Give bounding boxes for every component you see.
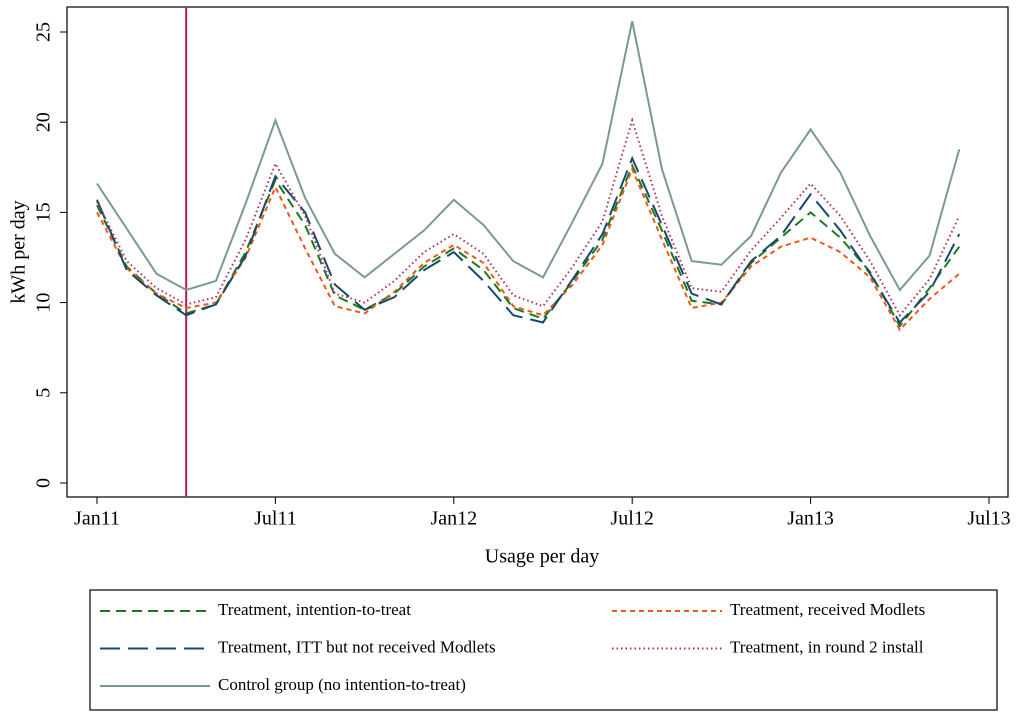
y-tick-label: 0: [33, 478, 55, 488]
series-line: [96, 155, 961, 325]
series-line: [96, 166, 960, 332]
x-tick-label: Jan11: [74, 508, 120, 530]
legend-label: Treatment, intention-to-treat: [218, 600, 411, 619]
legend-label: Treatment, ITT but not received Modlets: [218, 637, 496, 656]
x-tick-label: Jan13: [787, 508, 834, 530]
legend-label: Control group (no intention-to-treat): [218, 675, 466, 694]
series-line: [96, 162, 961, 328]
legend-label: Treatment, in round 2 install: [730, 637, 924, 656]
y-axis-label: kWh per day: [8, 200, 30, 303]
legend-label: Treatment, received Modlets: [730, 600, 925, 619]
y-tick-label: 10: [33, 293, 55, 313]
y-tick-label: 5: [33, 388, 55, 398]
y-tick-label: 20: [33, 112, 55, 132]
x-axis-label: Usage per day: [485, 546, 599, 568]
y-tick-label: 15: [33, 202, 55, 222]
x-tick-label: Jul13: [967, 508, 1010, 530]
plot-frame: [66, 6, 1009, 498]
y-tick-label: 25: [33, 22, 55, 42]
x-tick-label: Jul12: [611, 508, 654, 530]
x-tick-label: Jan12: [430, 508, 477, 530]
series-line: [96, 20, 961, 292]
series-line: [96, 116, 961, 318]
legend-box: [89, 589, 998, 711]
x-tick-label: Jul11: [254, 508, 297, 530]
